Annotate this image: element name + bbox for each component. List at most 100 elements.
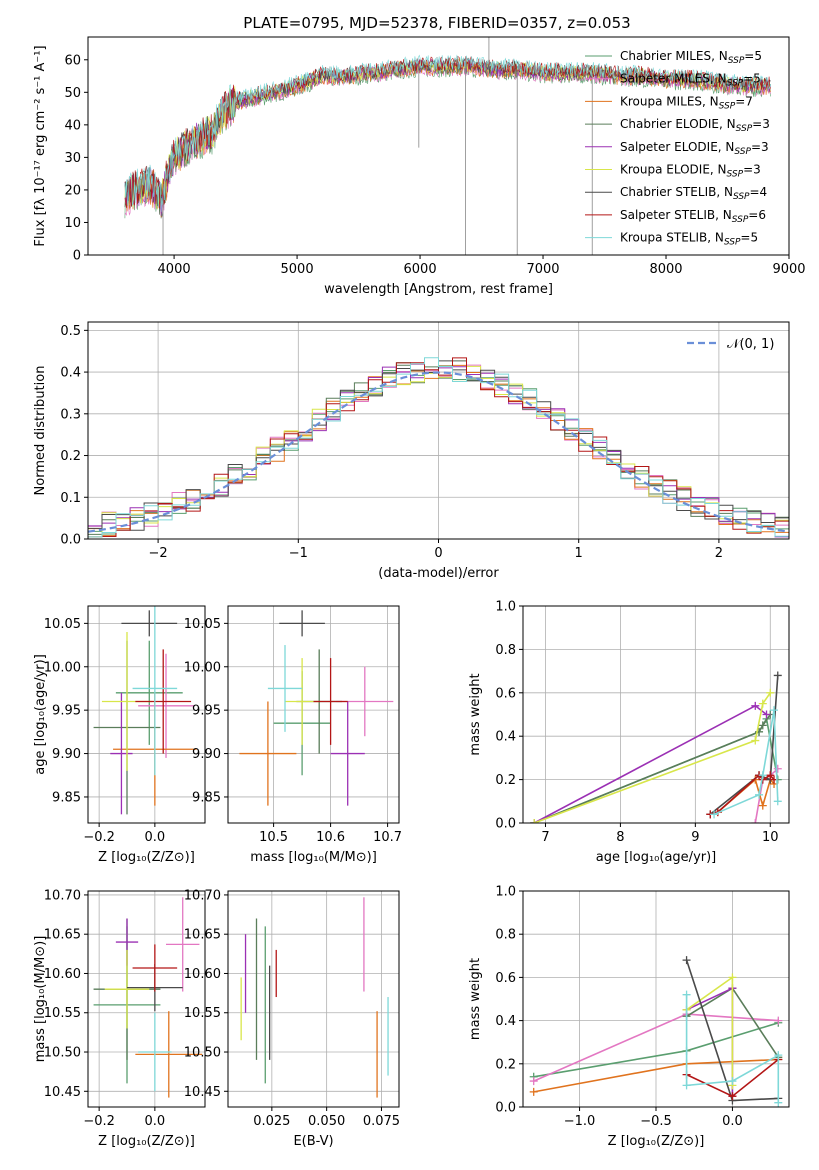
- plot-area: [530, 671, 782, 823]
- legend-entry: Kroupa ELODIE, NSSP=3: [620, 163, 761, 180]
- x-tick-label: 7: [541, 830, 549, 845]
- x-axis-label: (data-model)/error: [378, 566, 499, 581]
- y-tick-label: 40: [64, 118, 81, 133]
- legend-subscript: SSP: [727, 170, 744, 180]
- x-tick-label: 4000: [158, 262, 191, 277]
- y-tick-label: 10.70: [44, 888, 81, 903]
- legend-subscript: SSP: [734, 147, 751, 157]
- legend-subscript: SSP: [733, 192, 750, 202]
- y-tick-label: 9.95: [52, 704, 81, 719]
- plot-area: [529, 956, 783, 1107]
- y-tick-label: 0.0: [60, 533, 81, 548]
- y-axis-label: Normed distribution: [33, 366, 48, 496]
- legend-count: =5: [744, 49, 762, 63]
- y-tick-label: 0.3: [60, 407, 81, 422]
- y-tick-label: 10.45: [44, 1085, 81, 1100]
- x-tick-label: 10.6: [316, 830, 345, 845]
- x-tick-label: 1: [575, 546, 583, 561]
- panel-age_vs_Z: −0.2 0.0 9.85 9.90 9.95 10.00 10.05 Z [log₁₀(Z/…: [33, 605, 206, 865]
- y-tick-label: 0.0: [495, 1101, 516, 1116]
- axes-frame: [87, 605, 206, 824]
- weight-marker: [529, 1077, 538, 1086]
- x-tick-label: 8000: [649, 262, 682, 277]
- plot-area: [93, 606, 197, 815]
- y-tick-label: 1.0: [495, 600, 516, 615]
- weight-marker: [773, 764, 782, 773]
- weight-marker: [770, 706, 779, 715]
- weight-marker: [751, 819, 760, 823]
- x-tick-label: 2: [715, 546, 723, 561]
- y-tick-label: 9.95: [192, 704, 221, 719]
- y-tick-label: 10.65: [44, 928, 81, 943]
- gaussian-curve: [88, 371, 789, 533]
- axes-frame: [227, 605, 400, 824]
- x-axis-label: Z [log₁₀(Z/Z⊙)]: [98, 1134, 195, 1149]
- figure-title: PLATE=0795, MJD=52378, FIBERID=0357, z=0…: [243, 14, 630, 32]
- weight-marker: [755, 790, 764, 799]
- panel-spectrum: 4000 5000 6000 7000 8000 9000 0 10 20 30 40 50 60 wav…: [33, 36, 806, 297]
- y-tick-label: 0.2: [495, 1057, 516, 1072]
- weight-marker: [758, 771, 767, 780]
- legend-subscript: SSP: [719, 101, 736, 111]
- x-tick-label: 0.0: [722, 1114, 743, 1129]
- weight-marker: [728, 1092, 737, 1101]
- weight-marker: [774, 1098, 783, 1107]
- axes-frame: [522, 605, 790, 824]
- axes-frame: [87, 890, 206, 1108]
- y-axis-label: mass weight: [468, 958, 483, 1040]
- weight-marker: [774, 1016, 783, 1025]
- x-tick-label: 0: [434, 546, 442, 561]
- legend-count: =3: [743, 163, 761, 177]
- histogram-kroupa-stelib: [88, 357, 789, 538]
- x-tick-label: −2: [149, 546, 168, 561]
- axes-frame: [87, 321, 790, 540]
- y-tick-label: 0.6: [495, 971, 516, 986]
- x-tick-label: −0.2: [83, 1114, 115, 1129]
- y-tick-label: 0.8: [495, 928, 516, 943]
- weight-marker: [758, 721, 767, 730]
- panel-residuals: −2 −1 0 1 2 0.0 0.1 0.2 0.3 0.4 0.5 (data-model)/er…: [33, 321, 790, 581]
- y-tick-label: 10.55: [184, 1006, 221, 1021]
- weight-marker: [682, 956, 691, 965]
- weight-marker: [682, 1081, 691, 1090]
- weight-marker: [758, 699, 767, 708]
- y-tick-label: 9.85: [192, 790, 221, 805]
- x-axis-label: mass [log₁₀(M/M⊙)]: [250, 850, 377, 865]
- y-tick-label: 0.8: [495, 643, 516, 658]
- x-tick-label: 0.0: [145, 830, 166, 845]
- plot-area: [124, 37, 771, 255]
- y-tick-label: 10.05: [184, 617, 221, 632]
- panel-weight_vs_Z: −1.0 −0.5 0.0 0.0 0.2 0.4 0.6 0.8 1.0 Z [log₁₀(Z/…: [468, 885, 790, 1149]
- y-tick-label: 0.2: [60, 449, 81, 464]
- y-tick-label: 10.60: [184, 967, 221, 982]
- legend-entry: Chabrier ELODIE, NSSP=3: [620, 117, 770, 134]
- y-tick-label: 10.05: [44, 617, 81, 632]
- panel-mass_vs_Z: −0.2 0.0 10.45 10.50 10.55 10.60 10.65 10.70 Z […: [33, 888, 206, 1149]
- y-tick-label: 0.5: [60, 324, 81, 339]
- y-tick-label: 10.70: [184, 888, 221, 903]
- y-axis-label: mass weight: [468, 673, 483, 755]
- x-tick-label: 0.0: [145, 1114, 166, 1129]
- y-tick-label: 0.0: [495, 817, 516, 832]
- y-axis-label: mass [log₁₀(M/M⊙)]: [33, 936, 48, 1063]
- x-axis-label: E(B-V): [293, 1134, 333, 1149]
- weight-marker: [758, 801, 767, 810]
- spectrum-line-kroupa-stelib: [124, 54, 771, 212]
- x-tick-label: −1: [289, 546, 308, 561]
- weight-marker: [682, 990, 691, 999]
- x-tick-label: 0.025: [253, 1114, 290, 1129]
- x-axis-label: wavelength [Angstrom, rest frame]: [324, 282, 553, 297]
- legend-count: =3: [752, 117, 770, 131]
- x-tick-label: 5000: [281, 262, 314, 277]
- x-axis-label: Z [log₁₀(Z/Z⊙)]: [608, 1134, 705, 1149]
- weight-marker: [529, 1087, 538, 1096]
- axes-frame: [227, 890, 400, 1108]
- plot-area: [239, 610, 394, 806]
- legend-entry: Salpeter MILES, NSSP=5: [620, 72, 761, 89]
- x-tick-label: 9000: [772, 262, 805, 277]
- panel-age_vs_mass: 10.5 10.6 10.7 9.85 9.90 9.95 10.00 10.05 mass […: [184, 605, 402, 865]
- x-tick-label: 10.7: [373, 830, 402, 845]
- y-tick-label: 9.85: [52, 790, 81, 805]
- y-tick-label: 0.4: [495, 730, 516, 745]
- legend-subscript: SSP: [727, 79, 744, 89]
